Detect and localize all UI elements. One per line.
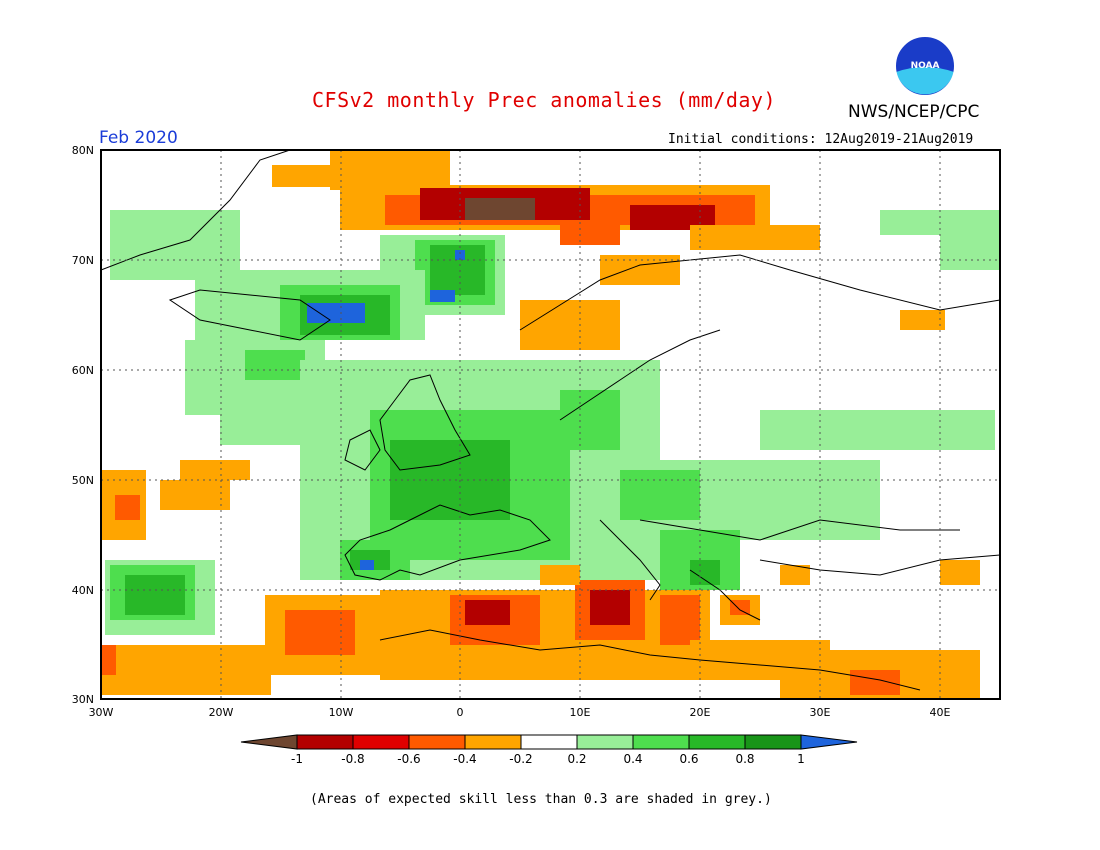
colorbar-tick-label: 0.8 (735, 752, 754, 766)
colorbar-swatch (352, 734, 410, 750)
lat-label: 50N (72, 474, 94, 487)
map-frame (100, 149, 1001, 700)
colorbar-swatch (744, 734, 802, 750)
colorbar-legend: -1 -0.8 -0.6 -0.4 -0.2 0.2 0.4 0.6 0.8 1 (240, 734, 858, 766)
lon-label: 40E (930, 706, 951, 719)
lon-label: 10W (329, 706, 354, 719)
colorbar-tick-label: -0.2 (509, 752, 532, 766)
colorbar-tick-label: 1 (797, 752, 805, 766)
skill-footnote: (Areas of expected skill less than 0.3 a… (310, 792, 772, 807)
agency-label: NWS/NCEP/CPC (848, 102, 980, 122)
lon-label: 10E (570, 706, 591, 719)
noaa-logo-icon: NOAA (894, 35, 956, 97)
colorbar-tick-label: -0.8 (341, 752, 364, 766)
colorbar-tick-label: 0.4 (623, 752, 642, 766)
lat-label: 60N (72, 364, 94, 377)
lon-label: 30W (89, 706, 114, 719)
colorbar-tick-label: 0.2 (567, 752, 586, 766)
colorbar-swatch (296, 734, 354, 750)
lon-label: 20W (209, 706, 234, 719)
chart-title: CFSv2 monthly Prec anomalies (mm/day) (312, 88, 777, 112)
graticule (101, 150, 1000, 699)
map-area: 80N 70N 60N 50N 40N 30N 30W 20W 10W 0 10… (72, 144, 1001, 719)
colorbar-tick-label: -0.6 (397, 752, 420, 766)
colorbar-tick-label: -1 (291, 752, 303, 766)
lat-label: 80N (72, 144, 94, 157)
colorbar-tick-label: 0.6 (679, 752, 698, 766)
initial-conditions-label: Initial conditions: 12Aug2019-21Aug2019 (668, 132, 974, 147)
lat-label: 70N (72, 254, 94, 267)
colorbar-tick-label: -0.4 (453, 752, 476, 766)
lat-label: 40N (72, 584, 94, 597)
colorbar-swatch (632, 734, 690, 750)
latitude-labels: 80N 70N 60N 50N 40N 30N (72, 144, 94, 706)
noaa-logo-text: NOAA (911, 61, 940, 71)
lat-label: 30N (72, 693, 94, 706)
colorbar-swatch (520, 734, 578, 750)
lon-label: 20E (690, 706, 711, 719)
colorbar-swatch (464, 734, 522, 750)
colorbar-swatch (800, 734, 858, 750)
colorbar-swatch (688, 734, 746, 750)
lon-label: 30E (810, 706, 831, 719)
colorbar-swatch (240, 734, 298, 750)
colorbar-swatch (576, 734, 634, 750)
anomaly-shading (101, 150, 1000, 699)
colorbar-swatch (408, 734, 466, 750)
lon-label: 0 (457, 706, 464, 719)
longitude-labels: 30W 20W 10W 0 10E 20E 30E 40E (89, 706, 951, 719)
coastlines (100, 149, 1001, 691)
valid-month-label: Feb 2020 (99, 128, 178, 148)
